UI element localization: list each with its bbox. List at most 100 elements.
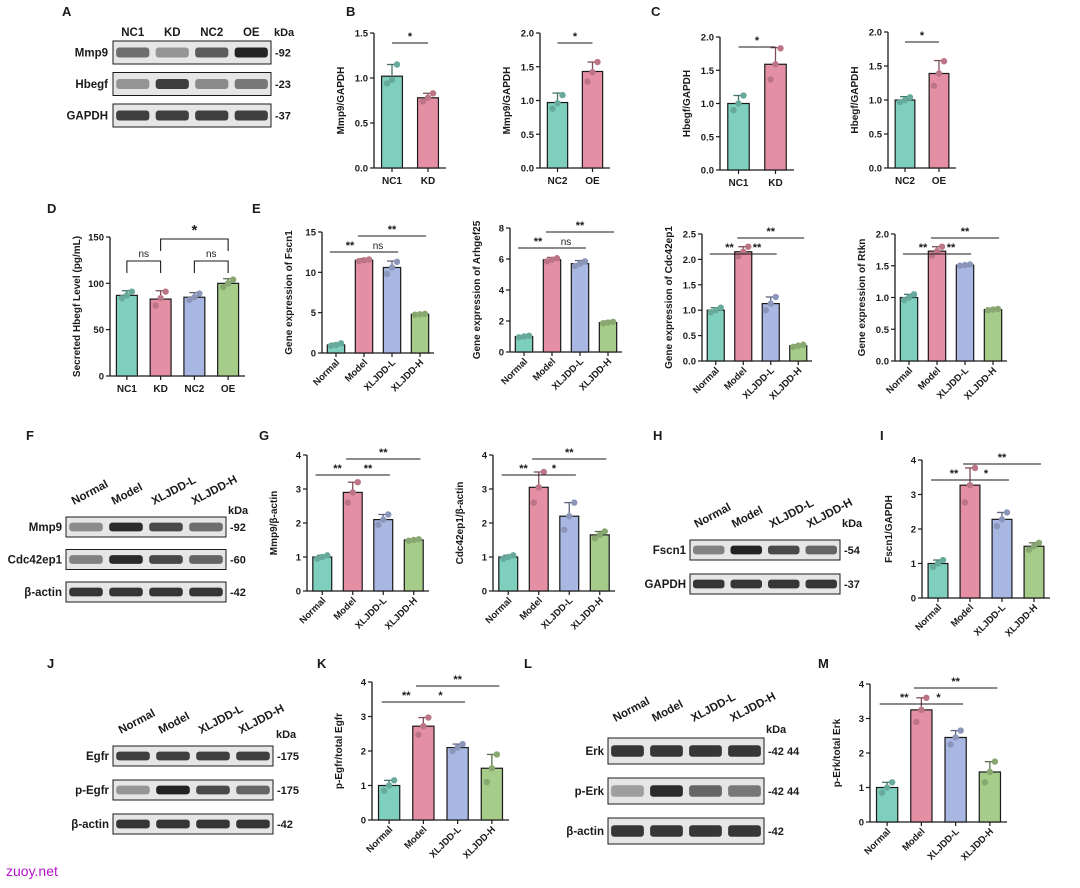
blot-band: [611, 785, 644, 797]
lane-label-XLJDD-L: XLJDD-L: [150, 474, 199, 507]
data-point-Normal: [929, 563, 937, 571]
sig-label: *: [408, 31, 413, 43]
y-tick-label: 2.0: [869, 28, 882, 39]
sig-label: ns: [373, 241, 384, 252]
chart-E4: 0.0 0.5 1.0 1.5 2.0 Gene expression of Rtkn No…: [857, 226, 1007, 402]
bar-Model: [412, 725, 435, 821]
y-tick-label: 3: [482, 485, 487, 496]
blot-row-label-GAPDH: GAPDH: [66, 111, 108, 123]
blot-band: [768, 545, 800, 555]
x-tick-label-XLJDD-H: XLJDD-H: [959, 826, 996, 863]
data-point-Model: [543, 258, 551, 265]
x-tick-label-XLJDD-H: XLJDD-H: [383, 595, 420, 632]
data-point-Normal: [332, 341, 340, 349]
y-tick-label: 1.0: [701, 99, 714, 110]
y-tick-label: 0.5: [701, 132, 715, 143]
data-point-Model: [745, 243, 752, 250]
y-tick-label: 0: [859, 818, 864, 829]
data-point-Normal: [319, 553, 326, 561]
blot-band: [149, 555, 183, 564]
data-point-OE: [229, 276, 237, 283]
blot-band: [149, 522, 183, 532]
bar-KD: [416, 97, 440, 169]
data-point-Normal: [717, 304, 724, 311]
bar-Model: [910, 709, 933, 823]
blot-row-label-Hbegf: Hbegf: [75, 79, 108, 91]
bar-OE: [217, 282, 240, 377]
y-tick-label: 1.0: [521, 96, 534, 107]
y-tick-label: 1.0: [876, 293, 889, 304]
x-tick-label-NC1: NC1: [117, 384, 137, 395]
y-tick-label: 0.0: [876, 357, 889, 368]
y-axis-label: Mmp9/GAPDH: [502, 67, 513, 135]
blot-band: [109, 587, 143, 597]
x-tick-label-Normal: Normal: [862, 826, 893, 857]
lane-label-XLJDD-H: XLJDD-H: [190, 474, 240, 508]
y-tick-label: 2.5: [683, 230, 697, 241]
sig-label: ns: [206, 249, 217, 260]
y-tick-label: 15: [305, 228, 316, 239]
lane-label-Normal: Normal: [117, 707, 158, 736]
y-tick-label: 0.5: [876, 325, 890, 336]
data-point-NC1: [730, 106, 737, 114]
sig-label: **: [364, 463, 373, 475]
blot-band: [689, 785, 722, 797]
y-tick-label: 0.5: [355, 119, 369, 130]
data-point-KD: [772, 61, 779, 68]
kda-label: kDa: [274, 27, 295, 39]
sig-label: **: [951, 676, 960, 688]
molecular-weight-label: -23: [275, 79, 291, 91]
lane-label-Model: Model: [730, 504, 765, 530]
data-point-XLJDD-L: [767, 300, 774, 307]
data-point-OE: [219, 283, 227, 291]
data-point-Model: [349, 489, 356, 496]
x-tick-label-Normal: Normal: [311, 357, 342, 388]
blot-row-label-GAPDH: GAPDH: [644, 579, 686, 591]
blot-row-label-Cdc42ep1: Cdc42ep1: [8, 555, 63, 567]
lane-label-KD: KD: [164, 27, 181, 39]
data-point-Normal: [505, 553, 512, 561]
y-tick-label: 0: [482, 587, 487, 598]
data-point-Normal: [934, 560, 942, 567]
blot-band: [116, 110, 150, 121]
data-point-NC2: [906, 94, 914, 101]
data-point-Model: [360, 257, 368, 264]
sig-label: ns: [561, 237, 572, 248]
x-tick-label-Model: Model: [518, 595, 545, 622]
data-point-Normal: [712, 307, 719, 314]
y-tick-label: 0.5: [869, 130, 883, 141]
blot-band: [234, 47, 268, 58]
data-point-NC1: [393, 61, 401, 68]
bar-XLJDD-H: [480, 767, 504, 821]
data-point-KD: [777, 45, 784, 52]
bar-XLJDD-L: [446, 746, 469, 821]
y-tick-label: 1.0: [869, 96, 882, 107]
data-point-Model: [933, 247, 941, 255]
data-point-XLJDD-H: [410, 536, 417, 544]
data-point-XLJDD-L: [957, 727, 964, 734]
data-point-Model: [928, 252, 936, 259]
bar-XLJDD-H: [403, 539, 424, 592]
y-axis-label: Cdc42ep1/β-actin: [455, 482, 466, 565]
sig-label: **: [453, 674, 462, 686]
panel-letter-C: C: [651, 4, 661, 19]
sig-label: *: [920, 30, 925, 42]
data-point-KD: [162, 288, 169, 295]
data-point-XLJDD-L: [383, 270, 391, 278]
data-point-NC2: [554, 100, 561, 107]
blot-strip-β-actin: [65, 581, 227, 603]
bar-Normal: [706, 309, 725, 362]
data-point-NC2: [559, 91, 566, 99]
y-tick-label: 2: [911, 525, 916, 536]
data-point-NC2: [901, 96, 909, 104]
data-point-Model: [420, 722, 427, 730]
x-tick-label-XLJDD-H: XLJDD-H: [461, 824, 498, 861]
sig-label: **: [900, 692, 909, 704]
data-point-XLJDD-L: [561, 526, 568, 533]
data-point-XLJDD-L: [998, 516, 1006, 523]
bar-XLJDD-H: [1023, 545, 1045, 599]
sig-label: *: [936, 692, 941, 704]
chart-B: 0.0 0.5 1.0 1.5 Mmp9/GAPDH NC1 KD *: [336, 29, 446, 187]
data-point-Normal: [380, 787, 388, 794]
